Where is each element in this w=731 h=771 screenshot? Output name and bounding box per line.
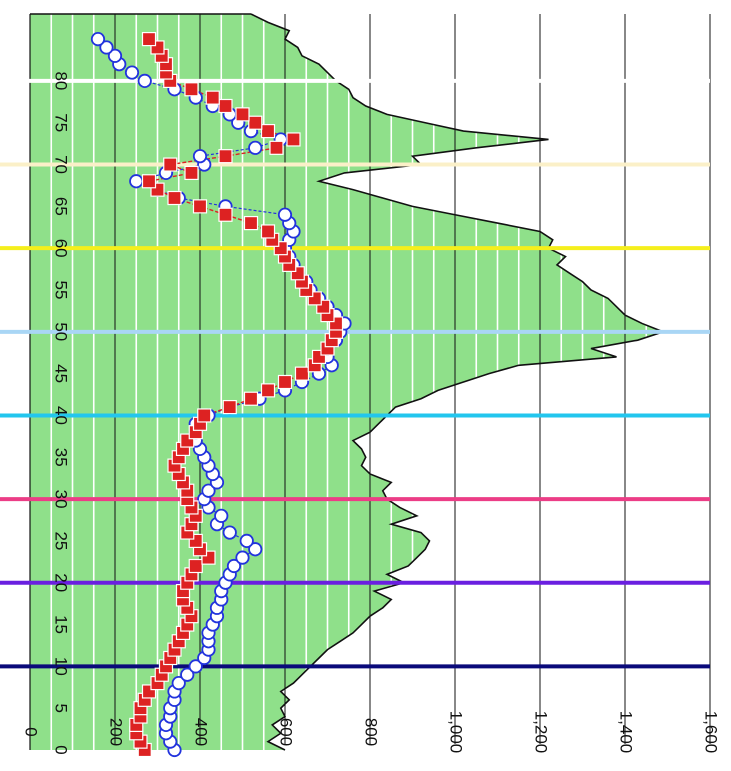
square-point: [197, 408, 212, 423]
y-tick-label: 20: [52, 573, 71, 592]
circle-point: [107, 48, 123, 63]
square-point: [192, 199, 208, 214]
y-tick-label: 75: [52, 113, 71, 132]
x-tick-label: 0: [22, 727, 41, 736]
y-tick-label: 5: [52, 703, 71, 712]
area-outline-layer: [30, 13, 666, 751]
square-point: [184, 165, 199, 181]
y-tick-label: 0: [52, 745, 71, 754]
square-point: [243, 391, 259, 406]
y-tick-label: 40: [52, 406, 71, 425]
circle-point: [248, 140, 263, 155]
circle-point: [226, 558, 242, 574]
y-tick-label: 15: [52, 615, 71, 634]
square-point: [260, 224, 276, 239]
x-tick-label: 1,600: [702, 711, 721, 754]
area-layer: [30, 14, 664, 750]
circle-point: [222, 525, 237, 540]
circle-point: [201, 483, 216, 498]
x-tick-label: 1,400: [617, 711, 636, 754]
circle-point: [99, 40, 114, 55]
square-point: [218, 149, 233, 164]
circle-point: [248, 542, 263, 557]
square-point: [235, 107, 250, 122]
square-point: [184, 82, 199, 97]
area-fill: [30, 14, 664, 750]
y-tick-label: 10: [52, 657, 71, 676]
reference-line-layer: [0, 78, 710, 669]
circle-point: [214, 508, 229, 523]
square-point: [294, 366, 310, 381]
x-tick-label: 200: [107, 718, 126, 746]
circle-point: [137, 73, 152, 89]
y-tick-label: 55: [52, 281, 71, 300]
x-tick-label: 1,200: [532, 711, 551, 754]
area-outline: [250, 13, 666, 751]
y-tick-label: 30: [52, 490, 71, 509]
square-point: [141, 174, 157, 189]
y-tick-label: 80: [52, 71, 71, 90]
y-tick-label: 60: [52, 239, 71, 258]
square-point: [167, 190, 182, 206]
y-tick-label: 35: [52, 448, 71, 467]
circle-point: [277, 207, 293, 222]
y-tick-label: 25: [52, 531, 71, 550]
square-point: [222, 399, 237, 415]
circle-point: [171, 675, 186, 691]
square-point: [260, 123, 276, 139]
y-tick-label: 45: [52, 364, 71, 383]
x-tick-label: 800: [362, 718, 381, 746]
y-tick-label: 50: [52, 322, 71, 341]
circle-point: [188, 659, 203, 674]
y-tick-label: 65: [52, 197, 71, 216]
circle-point: [239, 533, 254, 549]
circle-point: [235, 550, 250, 565]
square-point: [218, 207, 233, 222]
x-tick-label: 600: [277, 718, 296, 746]
tick-label-layer: 0 200 400 600 800 1,000 1,200 1,400 1,600 0 5 10 15 2…: [22, 71, 721, 754]
circle-point: [90, 31, 106, 47]
x-tick-label: 1,000: [447, 711, 466, 754]
circle-point: [192, 149, 208, 164]
series-layer: [90, 31, 352, 758]
circle-point: [180, 667, 195, 682]
square-point: [243, 215, 259, 231]
square-point: [205, 90, 220, 105]
square-point: [277, 374, 293, 390]
square-point: [260, 383, 276, 398]
y-tick-label: 70: [52, 155, 71, 174]
square-point: [269, 140, 284, 155]
square-point: [218, 98, 233, 114]
x-tick-label: 400: [192, 718, 211, 746]
square-point: [286, 132, 301, 147]
square-point: [163, 157, 178, 172]
circle-point: [129, 174, 144, 189]
square-point: [141, 31, 157, 47]
square-point: [248, 115, 263, 130]
circle-point: [124, 65, 140, 80]
square-point: [188, 558, 203, 574]
